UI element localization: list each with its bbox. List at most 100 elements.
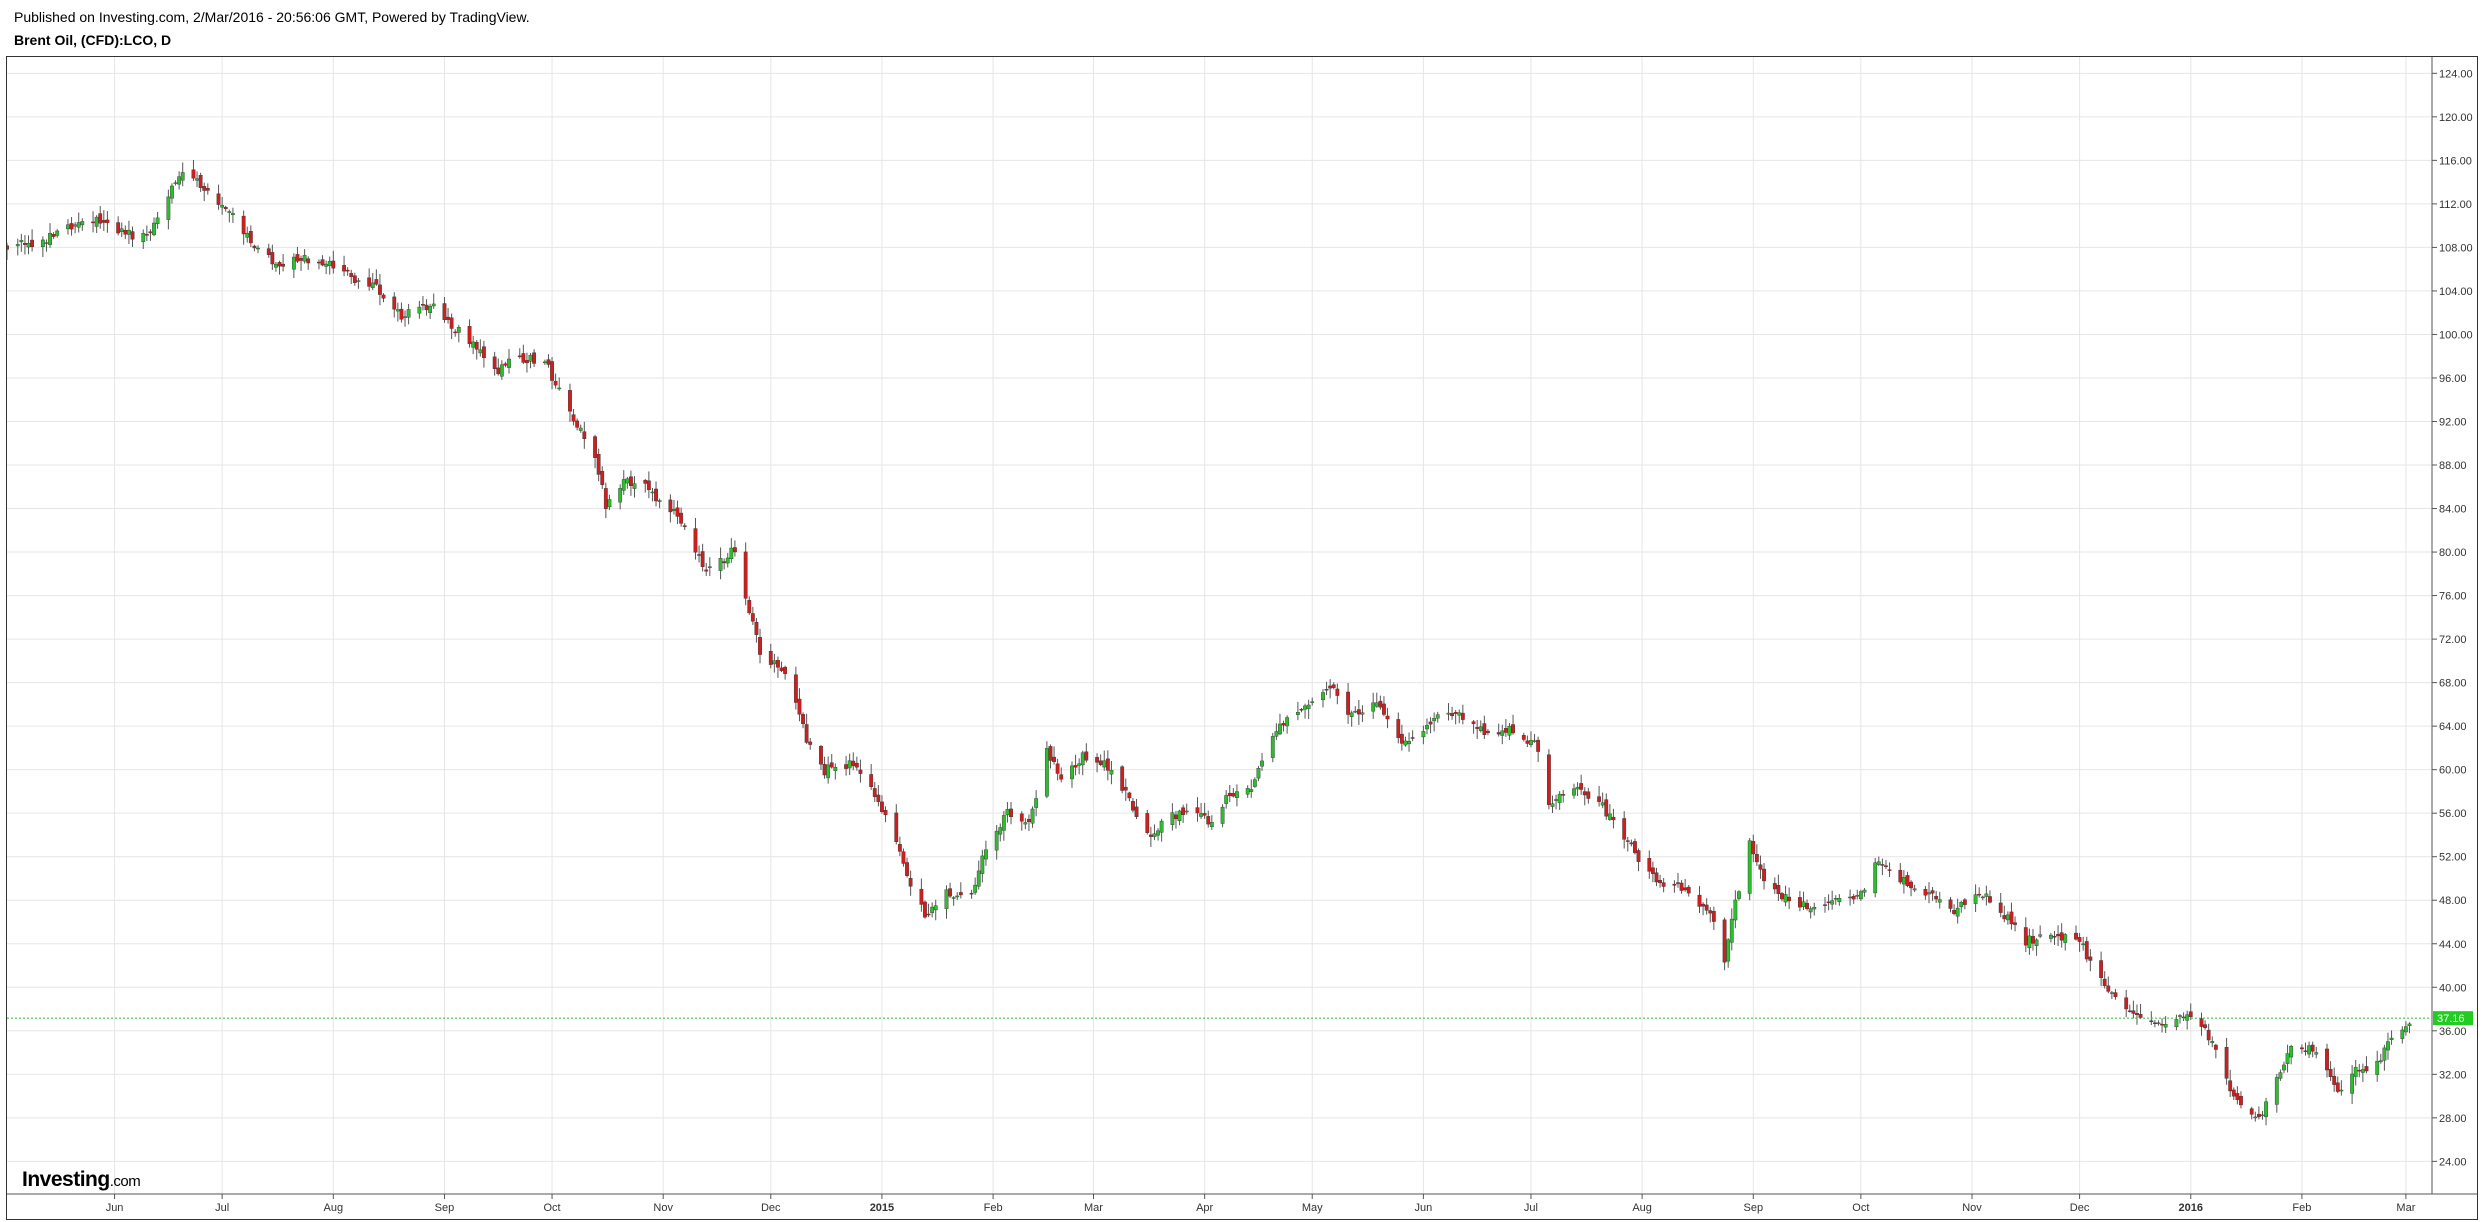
candle-down [629, 476, 633, 486]
candle-up [833, 766, 838, 771]
candle-down [750, 613, 755, 622]
y-tick-label: 88.00 [2439, 460, 2467, 472]
candle-down [1496, 732, 1501, 735]
candle-down [693, 528, 698, 553]
candle-down [675, 507, 680, 517]
candle-down [2206, 1029, 2211, 1041]
candle-down [1772, 883, 1777, 890]
candle-up [729, 547, 734, 559]
candle-up [1973, 894, 1978, 904]
candle-down [1711, 911, 1716, 922]
time-axis[interactable]: Jun Jul Aug Sep Oct Nov Dec 2015 Feb Mar Apr May Jun… [106, 1194, 2416, 1214]
candle-down [1654, 872, 1659, 883]
candle-up [155, 217, 160, 224]
candle-down [2335, 1082, 2340, 1092]
x-tick-label: Mar [2396, 1202, 2415, 1214]
y-tick-label: 92.00 [2439, 416, 2467, 428]
candle-down [1202, 813, 1207, 816]
y-tick-label: 68.00 [2439, 678, 2467, 690]
candle-down [1335, 688, 1340, 696]
candlestick-chart[interactable]: 37.16 24.00 28.00 32.00 36.00 40.00 44.00 48.0… [7, 57, 2477, 1219]
price-axis[interactable]: 24.00 28.00 32.00 36.00 40.00 44.00 48.00 52.00… [2432, 68, 2473, 1168]
candle-down [331, 260, 336, 269]
candle-up [621, 479, 626, 491]
candle-down [2256, 1113, 2261, 1118]
candle-down [2364, 1066, 2369, 1072]
x-tick-label: Sep [1743, 1202, 1763, 1214]
candle-up [2038, 934, 2043, 937]
candle-up [1984, 893, 1989, 897]
candle-up [127, 229, 131, 235]
candle-down [1661, 882, 1666, 887]
candle-up [1077, 763, 1082, 766]
candle-up [2163, 1024, 2168, 1028]
candle-up [1833, 898, 1838, 900]
candle-down [342, 265, 346, 272]
candle-down [1482, 723, 1487, 735]
chart-area[interactable]: 37.16 24.00 28.00 32.00 36.00 40.00 44.00 48.0… [6, 56, 2478, 1220]
candle-down [926, 913, 931, 916]
candle-down [1998, 902, 2003, 913]
candle-up [141, 233, 146, 242]
candle-down [958, 892, 963, 896]
candle-up [1278, 723, 1282, 735]
candle-up [1070, 765, 1074, 780]
candle-down [905, 862, 909, 876]
candle-down [277, 262, 282, 267]
candle-up [826, 764, 831, 779]
candle-down [2213, 1044, 2218, 1050]
candle-up [356, 280, 361, 282]
candle-up [1407, 741, 1411, 745]
candle-down [1073, 765, 1078, 768]
candle-down [2124, 997, 2129, 1010]
candle-down [668, 499, 673, 513]
candle-down [776, 659, 780, 668]
candle-down [1625, 840, 1630, 842]
candle-up [1435, 714, 1440, 719]
candle-down [783, 666, 788, 675]
candle-up [1457, 712, 1462, 716]
candle-down [1048, 746, 1053, 761]
candle-down [2088, 956, 2093, 961]
candle-up [2378, 1060, 2383, 1063]
candle-up [1478, 726, 1483, 731]
candle-up [1360, 712, 1365, 715]
x-tick-label: May [1302, 1202, 1323, 1214]
candle-up [2274, 1077, 2279, 1105]
logo-name: Investing [22, 1168, 110, 1191]
candle-up [2353, 1067, 2358, 1077]
candle-down [908, 878, 913, 887]
candle-down [1697, 894, 1702, 907]
candle-down [1622, 818, 1627, 840]
x-tick-label: Jun [1415, 1202, 1433, 1214]
candle-up [274, 263, 278, 268]
candle-down [1134, 806, 1139, 817]
x-tick-label: Aug [324, 1202, 344, 1214]
candle-down [1754, 854, 1759, 863]
candle-down [1722, 919, 1727, 963]
candle-down [1683, 887, 1688, 891]
candle-down [202, 186, 207, 191]
y-tick-label: 56.00 [2439, 808, 2467, 820]
candle-up [1199, 813, 1203, 817]
candle-up [2156, 1022, 2161, 1025]
candle-down [503, 363, 508, 366]
candle-up [1245, 788, 1250, 795]
candle-up [2382, 1047, 2387, 1061]
symbol-title: Brent Oil, (CFD):LCO, D [14, 32, 172, 48]
candle-up [1955, 907, 1960, 917]
candle-down [844, 764, 848, 769]
candle-down [2023, 927, 2028, 946]
candle-down [191, 169, 196, 179]
candle-down [1536, 739, 1541, 752]
candle-down [1120, 766, 1125, 791]
candle-down [1934, 896, 1939, 900]
candle-up [2282, 1064, 2286, 1071]
candle-up [245, 232, 250, 238]
candle-up [1152, 833, 1157, 837]
candle-up [1500, 730, 1505, 736]
candle-down [345, 269, 350, 272]
y-tick-label: 76.00 [2439, 591, 2467, 603]
candle-down [1471, 721, 1476, 724]
candle-up [1285, 717, 1290, 727]
